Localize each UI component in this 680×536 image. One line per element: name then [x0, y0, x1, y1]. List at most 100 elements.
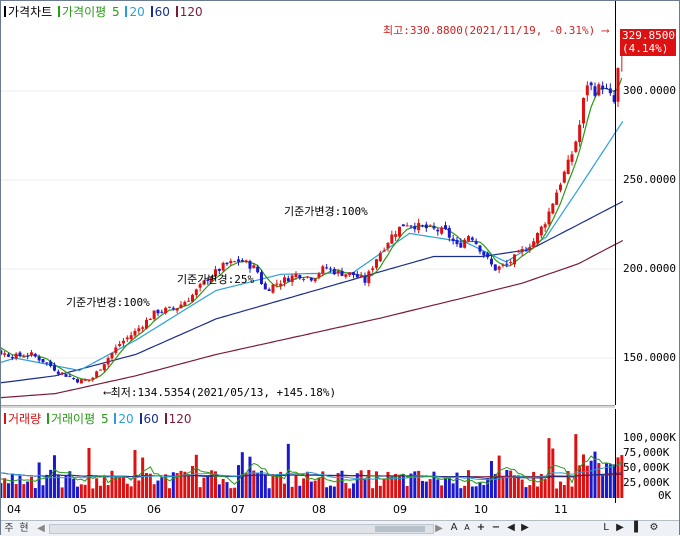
volume-bar [317, 477, 321, 498]
volume-bar [555, 488, 559, 498]
candle-body [386, 243, 390, 249]
volume-bar [524, 487, 528, 498]
candle-body [317, 273, 321, 278]
zoom-in-button[interactable]: + [476, 522, 486, 533]
settings-icon[interactable]: ⚙ [649, 522, 659, 533]
volume-ma5[interactable]: 5 [100, 412, 109, 426]
candle-body [520, 249, 524, 253]
move-left-button[interactable]: ◀ [507, 522, 515, 533]
candle-body [256, 266, 260, 273]
volume-bar [141, 457, 145, 498]
candle-body [616, 68, 620, 102]
line-tool-button[interactable]: L [603, 522, 609, 533]
candle-body [547, 211, 551, 225]
volume-bar [45, 474, 49, 498]
candle-body [164, 307, 168, 314]
candle-body [95, 371, 99, 378]
volume-title[interactable]: 거래량 [8, 412, 42, 426]
candle-body [233, 261, 237, 263]
bar-style-button[interactable]: ▌ [634, 522, 642, 533]
volume-bar [474, 486, 478, 498]
font-decrease-button[interactable]: A [464, 523, 470, 532]
volume-bar [539, 474, 543, 498]
volume-bar [367, 470, 371, 498]
candle-body [190, 295, 194, 302]
candle-body [524, 250, 528, 252]
volume-ma60[interactable]: 60 [143, 412, 159, 426]
volume-ma-label[interactable]: 거래이평 [50, 412, 96, 426]
end-right-button[interactable]: ▶ [616, 522, 624, 533]
price-tick-label: 200.0000 [623, 262, 676, 275]
panel-splitter[interactable] [1, 405, 615, 408]
candle-body [390, 234, 394, 244]
volume-bar [401, 473, 405, 498]
volume-legend: 거래량 거래이평 5 20 60 120 [4, 412, 194, 426]
volume-bar [493, 474, 497, 498]
price-ma60[interactable]: 60 [154, 5, 170, 19]
volume-bar [248, 456, 252, 498]
volume-bar [33, 488, 37, 498]
volume-bar [332, 486, 336, 498]
volume-bar [37, 462, 41, 498]
font-increase-button[interactable]: A [450, 522, 458, 533]
candle-body [436, 229, 440, 232]
candle-body [424, 224, 428, 229]
candle-body [259, 272, 263, 284]
candle-body [1, 350, 3, 355]
candle-body [482, 251, 486, 256]
candle-body [432, 226, 436, 229]
volume-bar [532, 471, 536, 498]
scroll-left-button[interactable]: ◀ [37, 523, 45, 534]
candle-body [60, 372, 64, 374]
zoom-out-button[interactable]: − [491, 522, 501, 533]
volume-bar [271, 473, 275, 498]
scrollbar-track[interactable] [49, 524, 434, 534]
ma120-line [1, 239, 624, 399]
move-right-button[interactable]: ▶ [521, 522, 529, 533]
candle-body [282, 277, 286, 283]
ma20-line [1, 120, 624, 372]
volume-bar [509, 470, 513, 498]
candle-body [236, 259, 240, 262]
scrollbar-thumb[interactable] [375, 526, 425, 532]
candle-body [294, 274, 298, 277]
candle-body [501, 264, 505, 266]
candle-body [409, 225, 413, 227]
price-legend: 가격차트 가격이평 5 20 60 120 [4, 5, 205, 19]
volume-bar [620, 455, 624, 498]
candle-body [532, 241, 536, 248]
candle-body [121, 340, 125, 344]
price-ma20[interactable]: 20 [129, 5, 145, 19]
price-ma-label[interactable]: 가격이평 [62, 5, 107, 19]
price-ma120[interactable]: 120 [179, 5, 203, 19]
x-tick-label: 07 [231, 503, 245, 516]
price-chart-title[interactable]: 가격차트 [8, 5, 53, 19]
candle-body [417, 222, 421, 231]
candle-body [321, 266, 325, 274]
price-ma5[interactable]: 5 [112, 5, 120, 19]
series-marker-icon [175, 6, 178, 17]
volume-bar [206, 476, 210, 498]
candle-body [194, 289, 198, 296]
volume-bar [328, 485, 332, 498]
volume-bar [256, 472, 260, 498]
candle-body [290, 275, 294, 282]
candle-body [601, 85, 605, 90]
tab-week[interactable]: 주 [4, 523, 14, 534]
tab-current[interactable]: 현 [19, 523, 29, 534]
price-tick-label: 250.0000 [623, 173, 676, 186]
volume-bar [171, 472, 175, 498]
scroll-right-button[interactable]: ▶ [435, 523, 443, 534]
volume-ma20[interactable]: 20 [118, 412, 134, 426]
series-marker-icon [139, 413, 142, 424]
volume-bar [1, 483, 3, 498]
candle-body [183, 301, 187, 306]
volume-ma120[interactable]: 120 [168, 412, 192, 426]
volume-bar [259, 470, 263, 498]
volume-bar [68, 471, 72, 498]
volume-bar [187, 474, 191, 498]
volume-bar [52, 455, 56, 498]
volume-ma20-line [1, 463, 622, 481]
volume-bar [233, 487, 237, 498]
